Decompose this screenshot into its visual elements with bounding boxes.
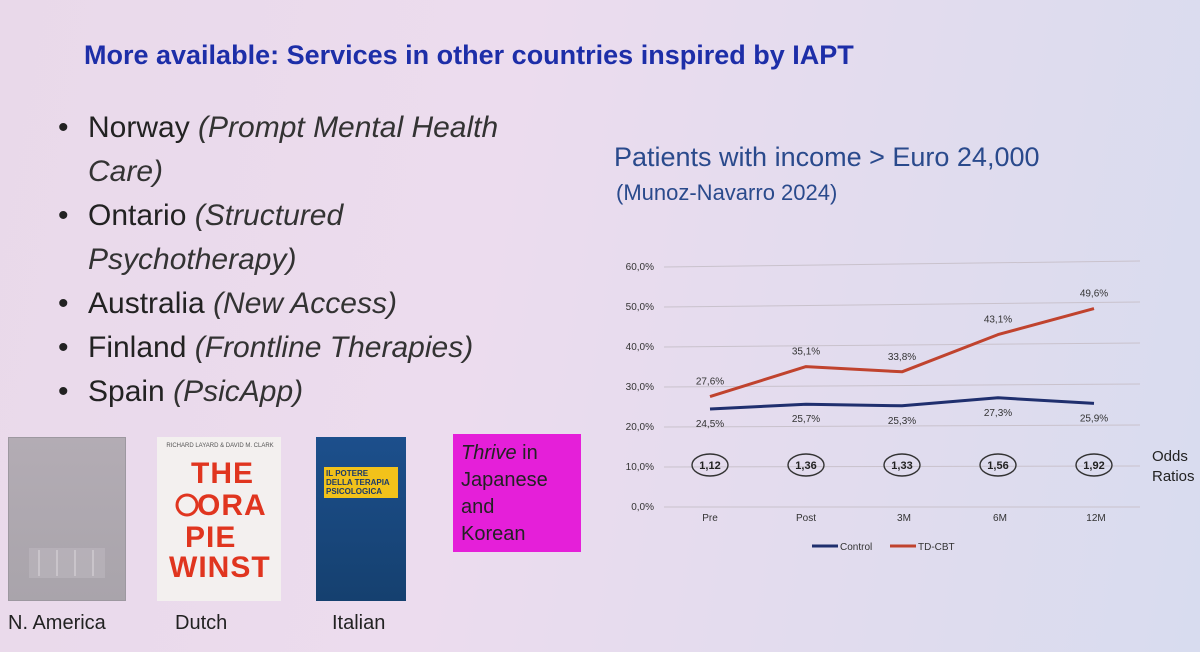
- country-name: Finland: [88, 331, 187, 364]
- chart-title: Patients with income > Euro 24,000: [614, 142, 1040, 172]
- gridline: [663, 342, 1141, 348]
- x-tick-label: 12M: [1086, 513, 1105, 524]
- gridline: [663, 260, 1141, 268]
- odds-ratio-value: 1,36: [795, 460, 816, 472]
- data-label: 35,1%: [792, 347, 820, 358]
- service-name: (Frontline Therapies): [194, 331, 474, 364]
- book-title-word: THE: [191, 457, 254, 490]
- list-item: • Spain (PsicApp): [58, 370, 588, 414]
- book-cover-art: [175, 493, 199, 517]
- service-name: (Prompt Mental Health Care): [88, 111, 499, 188]
- data-label: 27,3%: [984, 408, 1012, 419]
- odds-ratio-circle: [787, 453, 825, 477]
- y-tick-label: 30,0%: [626, 382, 654, 393]
- note-text: in: [516, 442, 538, 464]
- x-tick-label: 6M: [993, 513, 1007, 524]
- legend-label: TD-CBT: [918, 542, 955, 553]
- x-tick-label: 3M: [897, 513, 911, 524]
- data-label: 24,5%: [696, 419, 724, 430]
- bullet-icon: •: [58, 199, 69, 232]
- book-authors: RICHARD LAYARD & DAVID M. CLARK: [166, 443, 274, 449]
- data-label: 25,3%: [888, 416, 916, 427]
- y-tick-label: 50,0%: [626, 302, 654, 313]
- y-tick-label: 40,0%: [626, 342, 654, 353]
- data-label: 33,8%: [888, 352, 916, 363]
- y-tick-label: 10,0%: [626, 462, 654, 473]
- bullet-icon: •: [58, 331, 69, 364]
- book-title-word: PIE: [185, 521, 237, 554]
- line-chart: 0,0% 10,0% 20,0% 30,0% 40,0% 50,0% 60,0% 24,5%…: [626, 260, 1195, 553]
- odds-ratio-circle: [883, 453, 921, 477]
- country-name: Australia: [88, 287, 205, 320]
- book-cover-dutch: RICHARD LAYARD & DAVID M. CLARK THE ORA …: [157, 437, 281, 601]
- thrive-note: Thrive in Japanese and Korean: [453, 434, 581, 552]
- x-tick-label: Pre: [702, 513, 718, 524]
- list-item: • Finland (Frontline Therapies): [58, 326, 588, 370]
- book-title-word: WINST: [169, 551, 271, 584]
- list-item: • Ontario (Structured Psychotherapy): [58, 194, 508, 282]
- data-label: 27,6%: [696, 377, 724, 388]
- odds-ratios-label: Odds: [1152, 448, 1188, 465]
- list-item: • Australia (New Access): [58, 282, 588, 326]
- note-text: Japanese: [461, 469, 548, 491]
- bullet-icon: •: [58, 287, 69, 320]
- data-label: 49,6%: [1080, 289, 1108, 300]
- country-list: • Norway (Prompt Mental Health Care) • O…: [58, 106, 588, 414]
- country-name: Spain: [88, 375, 165, 408]
- odds-ratio-value: 1,33: [891, 460, 912, 472]
- odds-ratio-value: 1,56: [987, 460, 1008, 472]
- chart-subtitle: (Munoz-Navarro 2024): [616, 180, 838, 205]
- caption-italian: Italian: [332, 612, 386, 634]
- caption-dutch: Dutch: [175, 612, 228, 634]
- note-italic: Thrive: [461, 442, 517, 464]
- legend-label: Control: [840, 542, 872, 553]
- gridline: [663, 465, 1141, 468]
- note-text: Korean: [461, 523, 526, 545]
- data-label: 25,9%: [1080, 413, 1108, 424]
- gridline: [663, 424, 1141, 428]
- service-name: (New Access): [213, 287, 397, 320]
- y-tick-label: 0,0%: [631, 502, 654, 513]
- list-item: • Norway (Prompt Mental Health Care): [58, 106, 508, 194]
- bullet-icon: •: [58, 111, 69, 144]
- data-label: 25,7%: [792, 414, 820, 425]
- service-name: (PsicApp): [173, 375, 304, 408]
- book-cover-art: [29, 548, 105, 578]
- y-tick-label: 60,0%: [626, 262, 654, 273]
- country-name: Ontario: [88, 199, 187, 232]
- x-tick-label: Post: [796, 513, 816, 524]
- odds-ratio-circle: [979, 453, 1017, 477]
- book-cover-north-america: [8, 437, 126, 601]
- gridline: [663, 383, 1141, 388]
- gridline: [663, 301, 1141, 308]
- series-line-control: [709, 396, 1095, 411]
- data-label: 43,1%: [984, 315, 1012, 326]
- odds-ratio-value: 1,12: [699, 460, 720, 472]
- note-text: and: [461, 496, 495, 518]
- book-title: IL POTERE DELLA TERAPIA PSICOLOGICA: [324, 467, 398, 498]
- slide-title: More available: Services in other countr…: [84, 40, 854, 70]
- bullet-icon: •: [58, 375, 69, 408]
- odds-ratios-label: Ratios: [1152, 468, 1195, 485]
- odds-ratio-value: 1,92: [1083, 460, 1104, 472]
- caption-north-america: N. America: [8, 612, 106, 634]
- book-title-word: ORA: [197, 489, 267, 522]
- odds-ratio-circle: [1075, 453, 1113, 477]
- book-cover-italian: IL POTERE DELLA TERAPIA PSICOLOGICA: [316, 437, 406, 601]
- country-name: Norway: [88, 111, 190, 144]
- odds-ratio-circle: [691, 453, 729, 477]
- y-tick-label: 20,0%: [626, 422, 654, 433]
- series-line-td-cbt: [709, 307, 1095, 399]
- service-name: (Structured Psychotherapy): [88, 199, 344, 276]
